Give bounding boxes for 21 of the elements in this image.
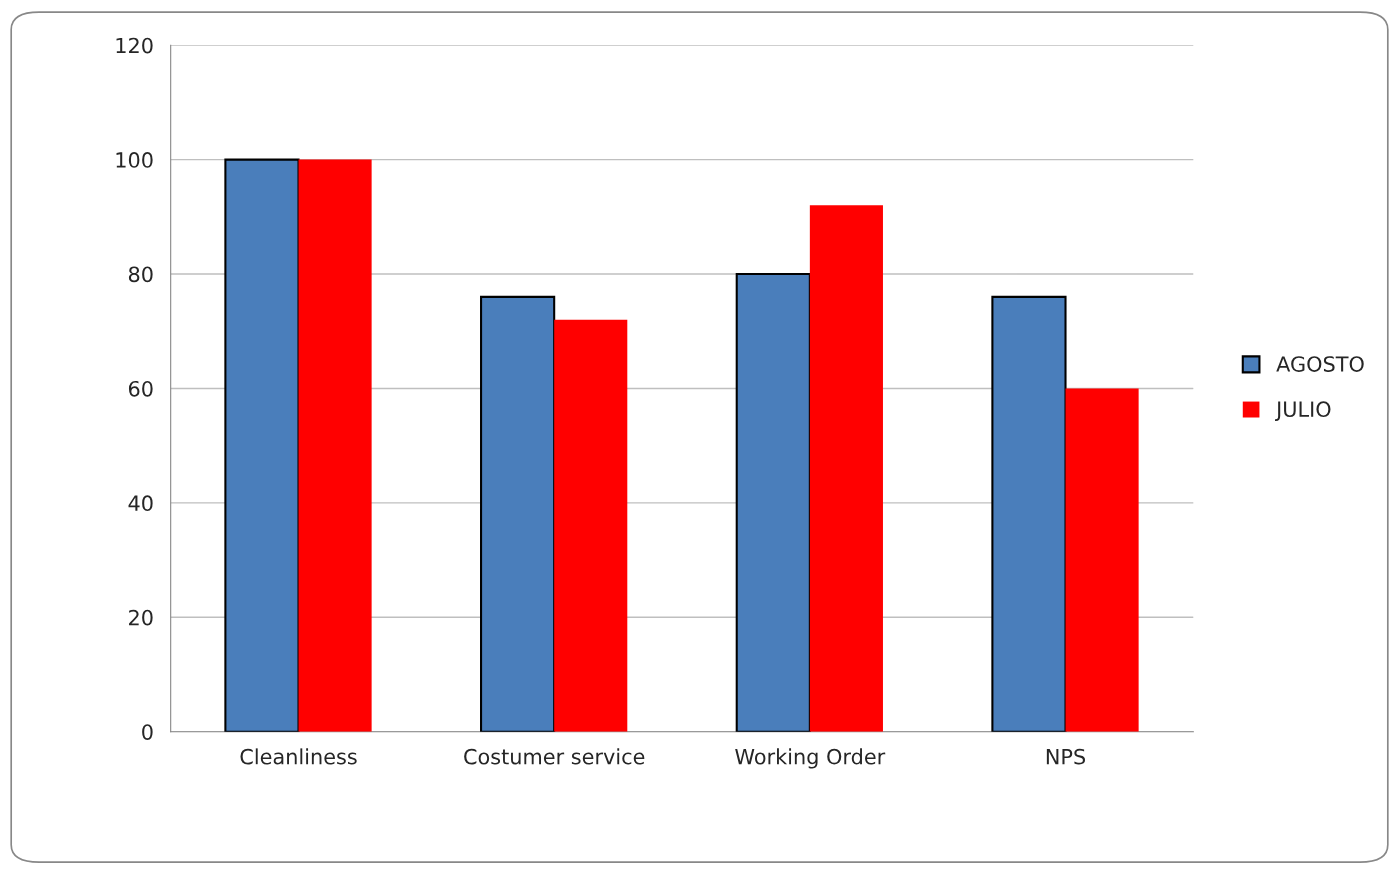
bar xyxy=(554,319,628,732)
y-tick-label: 100 xyxy=(116,152,153,168)
bar xyxy=(298,159,372,732)
y-tick-label: 60 xyxy=(128,380,153,397)
y-tick-label: 80 xyxy=(128,266,153,283)
bar xyxy=(735,272,811,732)
y-tick-label: 120 xyxy=(116,37,153,54)
y-tick-label: 0 xyxy=(142,724,153,740)
legend-label: JULIO xyxy=(1275,401,1331,421)
legend-label: AGOSTO xyxy=(1276,356,1364,372)
y-tick-label: 20 xyxy=(129,609,153,626)
x-tick-label: Working Order xyxy=(735,748,886,769)
bar xyxy=(480,295,556,732)
bar xyxy=(224,158,300,732)
x-tick-label: Cleanliness xyxy=(240,748,357,765)
bar xyxy=(809,205,883,732)
bar xyxy=(1065,388,1139,732)
x-tick-label: NPS xyxy=(1046,748,1086,765)
x-tick-label: Costumer service xyxy=(464,748,645,765)
bar xyxy=(991,295,1067,732)
y-tick-label: 40 xyxy=(128,495,153,512)
